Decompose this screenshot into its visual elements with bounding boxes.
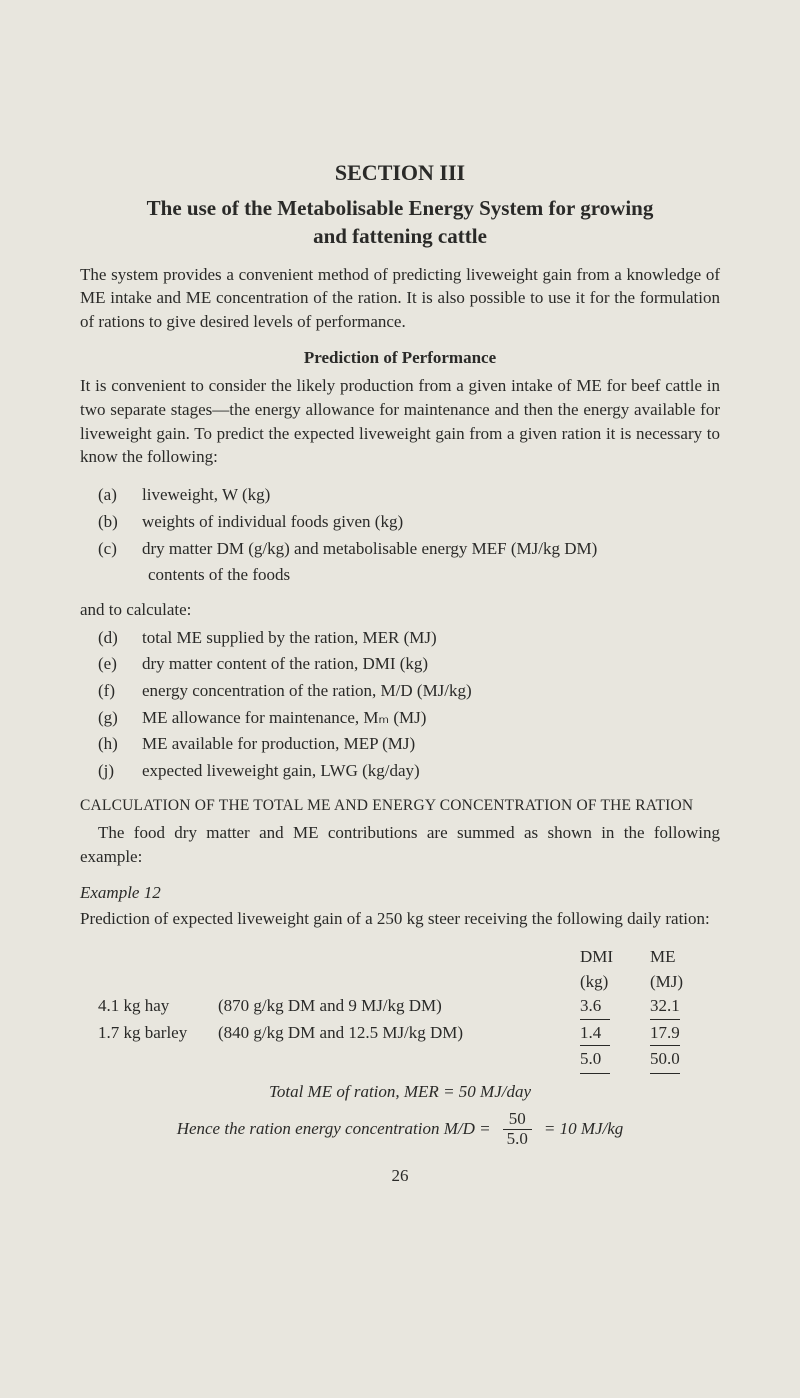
list-text-e: dry matter content of the ration, DMI (k… [142,652,720,677]
section-heading: SECTION III [80,160,720,186]
and-calculate: and to calculate: [80,598,720,622]
list-item: (b) weights of individual foods given (k… [80,510,720,535]
list-label-h: (h) [80,732,142,757]
example-paragraph: Prediction of expected liveweight gain o… [80,907,720,931]
calculation-caps-heading: CALCULATION OF THE TOTAL ME AND ENERGY C… [80,797,720,815]
total-me: 50.0 [650,1045,680,1074]
title-line-2: and fattening cattle [313,224,487,248]
table-row: 1.7 kg barley (840 g/kg DM and 12.5 MJ/k… [80,1019,720,1046]
table-row: 4.1 kg hay (870 g/kg DM and 9 MJ/kg DM) … [80,994,720,1019]
row-me: 17.9 [650,1019,680,1046]
intro-paragraph: The system provides a convenient method … [80,263,720,334]
list-text-b: weights of individual foods given (kg) [142,510,720,535]
row-dmi: 3.6 [580,994,650,1019]
fraction-numerator: 50 [505,1110,530,1129]
table-header-row: DMI ME [80,945,720,970]
formula-lead: Hence the ration energy concentration M/… [177,1119,491,1139]
list-item: (a) liveweight, W (kg) [80,483,720,508]
list-text-c-cont: contents of the foods [80,563,720,588]
list-item: (h) ME available for production, MEP (MJ… [80,732,720,757]
concentration-formula: Hence the ration energy concentration M/… [80,1110,720,1148]
example-label: Example 12 [80,883,720,903]
col-header-dmi: DMI [580,945,650,970]
row-name: 4.1 kg hay [80,994,218,1019]
list-label-g: (g) [80,706,142,731]
formula-tail: = 10 MJ/kg [544,1119,623,1139]
list-label-b: (b) [80,510,142,535]
document-title: The use of the Metabolisable Energy Syst… [80,194,720,251]
list-label-j: (j) [80,759,142,784]
ration-table: DMI ME (kg) (MJ) 4.1 kg hay (870 g/kg DM… [80,945,720,1074]
row-name: 1.7 kg barley [80,1021,218,1046]
row-me: 32.1 [650,994,720,1019]
fraction-denominator: 5.0 [503,1129,532,1149]
known-list: (a) liveweight, W (kg) (b) weights of in… [80,483,720,588]
page-number: 26 [80,1166,720,1186]
calculate-list: (d) total ME supplied by the ration, MER… [80,626,720,784]
list-text-d: total ME supplied by the ration, MER (MJ… [142,626,720,651]
total-dmi: 5.0 [580,1045,610,1074]
row-desc: (840 g/kg DM and 12.5 MJ/kg DM) [218,1021,580,1046]
list-label-e: (e) [80,652,142,677]
list-text-h: ME available for production, MEP (MJ) [142,732,720,757]
list-item: (c) dry matter DM (g/kg) and metabolisab… [80,537,720,562]
col-header-me: ME [650,945,720,970]
list-text-a: liveweight, W (kg) [142,483,720,508]
prediction-paragraph: It is convenient to consider the likely … [80,374,720,469]
title-line-1: The use of the Metabolisable Energy Syst… [147,196,654,220]
list-label-f: (f) [80,679,142,704]
col-unit-me: (MJ) [650,970,720,995]
list-item: (f) energy concentration of the ration, … [80,679,720,704]
list-text-g: ME allowance for maintenance, Mₘ (MJ) [142,706,720,731]
list-text-f: energy concentration of the ration, M/D … [142,679,720,704]
col-unit-dmi: (kg) [580,970,650,995]
list-item: (j) expected liveweight gain, LWG (kg/da… [80,759,720,784]
table-totals-row: 5.0 50.0 [80,1045,720,1074]
row-desc: (870 g/kg DM and 9 MJ/kg DM) [218,994,580,1019]
list-label-d: (d) [80,626,142,651]
list-label-a: (a) [80,483,142,508]
document-page: SECTION III The use of the Metabolisable… [0,0,800,1226]
list-item: (g) ME allowance for maintenance, Mₘ (MJ… [80,706,720,731]
total-me-line: Total ME of ration, MER = 50 MJ/day [80,1082,720,1102]
fraction: 50 5.0 [503,1110,532,1148]
prediction-subheading: Prediction of Performance [80,348,720,368]
row-dmi: 1.4 [580,1019,610,1046]
calculation-paragraph: The food dry matter and ME contributions… [80,821,720,869]
list-item: (d) total ME supplied by the ration, MER… [80,626,720,651]
list-text-c: dry matter DM (g/kg) and metabolisable e… [142,537,720,562]
list-label-c: (c) [80,537,142,562]
list-item: (e) dry matter content of the ration, DM… [80,652,720,677]
table-header-units-row: (kg) (MJ) [80,970,720,995]
list-text-j: expected liveweight gain, LWG (kg/day) [142,759,720,784]
